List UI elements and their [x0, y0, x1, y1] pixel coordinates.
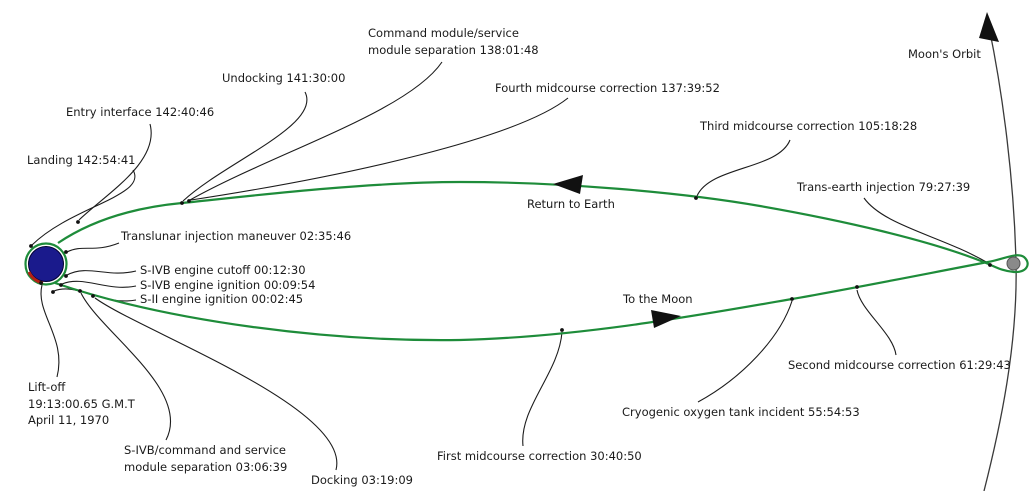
- label-entry-interface: Entry interface 142:40:46: [66, 105, 215, 119]
- dot-undocking: [180, 201, 184, 205]
- leader-third-midcourse: [696, 139, 791, 197]
- label-sivb-engine-ignition: S-IVB engine ignition 00:09:54: [140, 278, 316, 292]
- leader-second-midcourse: [856, 289, 897, 356]
- label-liftoff: Lift-off 19:13:00.65 G.M.T April 11, 197…: [28, 380, 135, 428]
- label-cmsm-separation: Command module/service module separation…: [368, 26, 539, 57]
- dot-first-midcourse: [560, 328, 564, 332]
- dot-landing: [29, 244, 33, 248]
- return-to-earth-arrow-icon: [553, 175, 583, 194]
- leader-cmsm-separation: [189, 61, 443, 201]
- leader-sivb-ignition: [61, 280, 137, 288]
- label-third-midcourse: Third midcourse correction 105:18:28: [700, 119, 918, 133]
- label-return-to-earth: Return to Earth: [527, 197, 615, 211]
- mission-trajectory-path: [54, 180, 1029, 342]
- label-translunar-injection: Translunar injection maneuver 02:35:46: [121, 229, 352, 243]
- dot-entry-interface: [76, 220, 80, 224]
- dot-sivb-ignition: [59, 283, 63, 287]
- label-landing: Landing 142:54:41: [27, 153, 136, 167]
- dot-trans-earth-injection: [988, 263, 992, 267]
- dot-third-midcourse: [694, 196, 698, 200]
- leader-landing: [31, 169, 136, 246]
- leader-docking: [94, 297, 338, 471]
- leader-undocking: [182, 91, 308, 202]
- leader-entry-interface: [78, 123, 152, 221]
- label-fourth-midcourse: Fourth midcourse correction 137:39:52: [495, 81, 720, 95]
- label-first-midcourse: First midcourse correction 30:40:50: [437, 449, 642, 463]
- leader-trans-earth-injection: [863, 197, 989, 264]
- dot-translunar-injection: [64, 250, 68, 254]
- dot-docking: [91, 294, 95, 298]
- earth-orbit-ring: [24, 242, 68, 286]
- leader-sivb-csm-separation: [80, 292, 172, 441]
- dot-second-midcourse: [855, 285, 859, 289]
- dot-cmsm-separation: [187, 199, 191, 203]
- leader-liftoff: [40, 284, 60, 378]
- leader-fourth-midcourse: [190, 97, 569, 201]
- dot-sii-ignition: [51, 290, 55, 294]
- label-docking: Docking 03:19:09: [311, 473, 413, 487]
- earth: [28, 246, 64, 282]
- dot-sivb-csm-separation: [78, 289, 82, 293]
- label-to-the-moon: To the Moon: [623, 292, 693, 306]
- label-sivb-engine-cutoff: S-IVB engine cutoff 00:12:30: [140, 263, 306, 277]
- label-moons-orbit: Moon's Orbit: [908, 47, 981, 61]
- label-sii-engine-ignition: S-II engine ignition 00:02:45: [140, 292, 304, 306]
- label-sivb-csm-separation: S-IVB/command and service module separat…: [124, 443, 288, 474]
- leader-translunar-injection: [66, 242, 120, 253]
- label-cryo-tank-incident: Cryogenic oxygen tank incident 55:54:53: [622, 405, 860, 419]
- dot-sivb-cutoff: [64, 274, 68, 278]
- dot-liftoff: [39, 281, 43, 285]
- moons-orbit-arrow-icon: [979, 12, 999, 42]
- label-second-midcourse: Second midcourse correction 61:29:43: [788, 358, 1011, 372]
- to-the-moon-arrow-icon: [651, 310, 681, 328]
- moon: [1006, 256, 1021, 271]
- event-dots: [29, 196, 992, 332]
- leader-lines: [31, 61, 989, 471]
- leader-cryo-incident: [697, 300, 793, 403]
- label-trans-earth-injection: Trans-earth injection 79:27:39: [797, 180, 971, 194]
- leader-first-midcourse: [522, 331, 563, 447]
- leader-sivb-cutoff: [66, 270, 137, 276]
- dot-cryo-incident: [790, 297, 794, 301]
- label-undocking: Undocking 141:30:00: [222, 71, 346, 85]
